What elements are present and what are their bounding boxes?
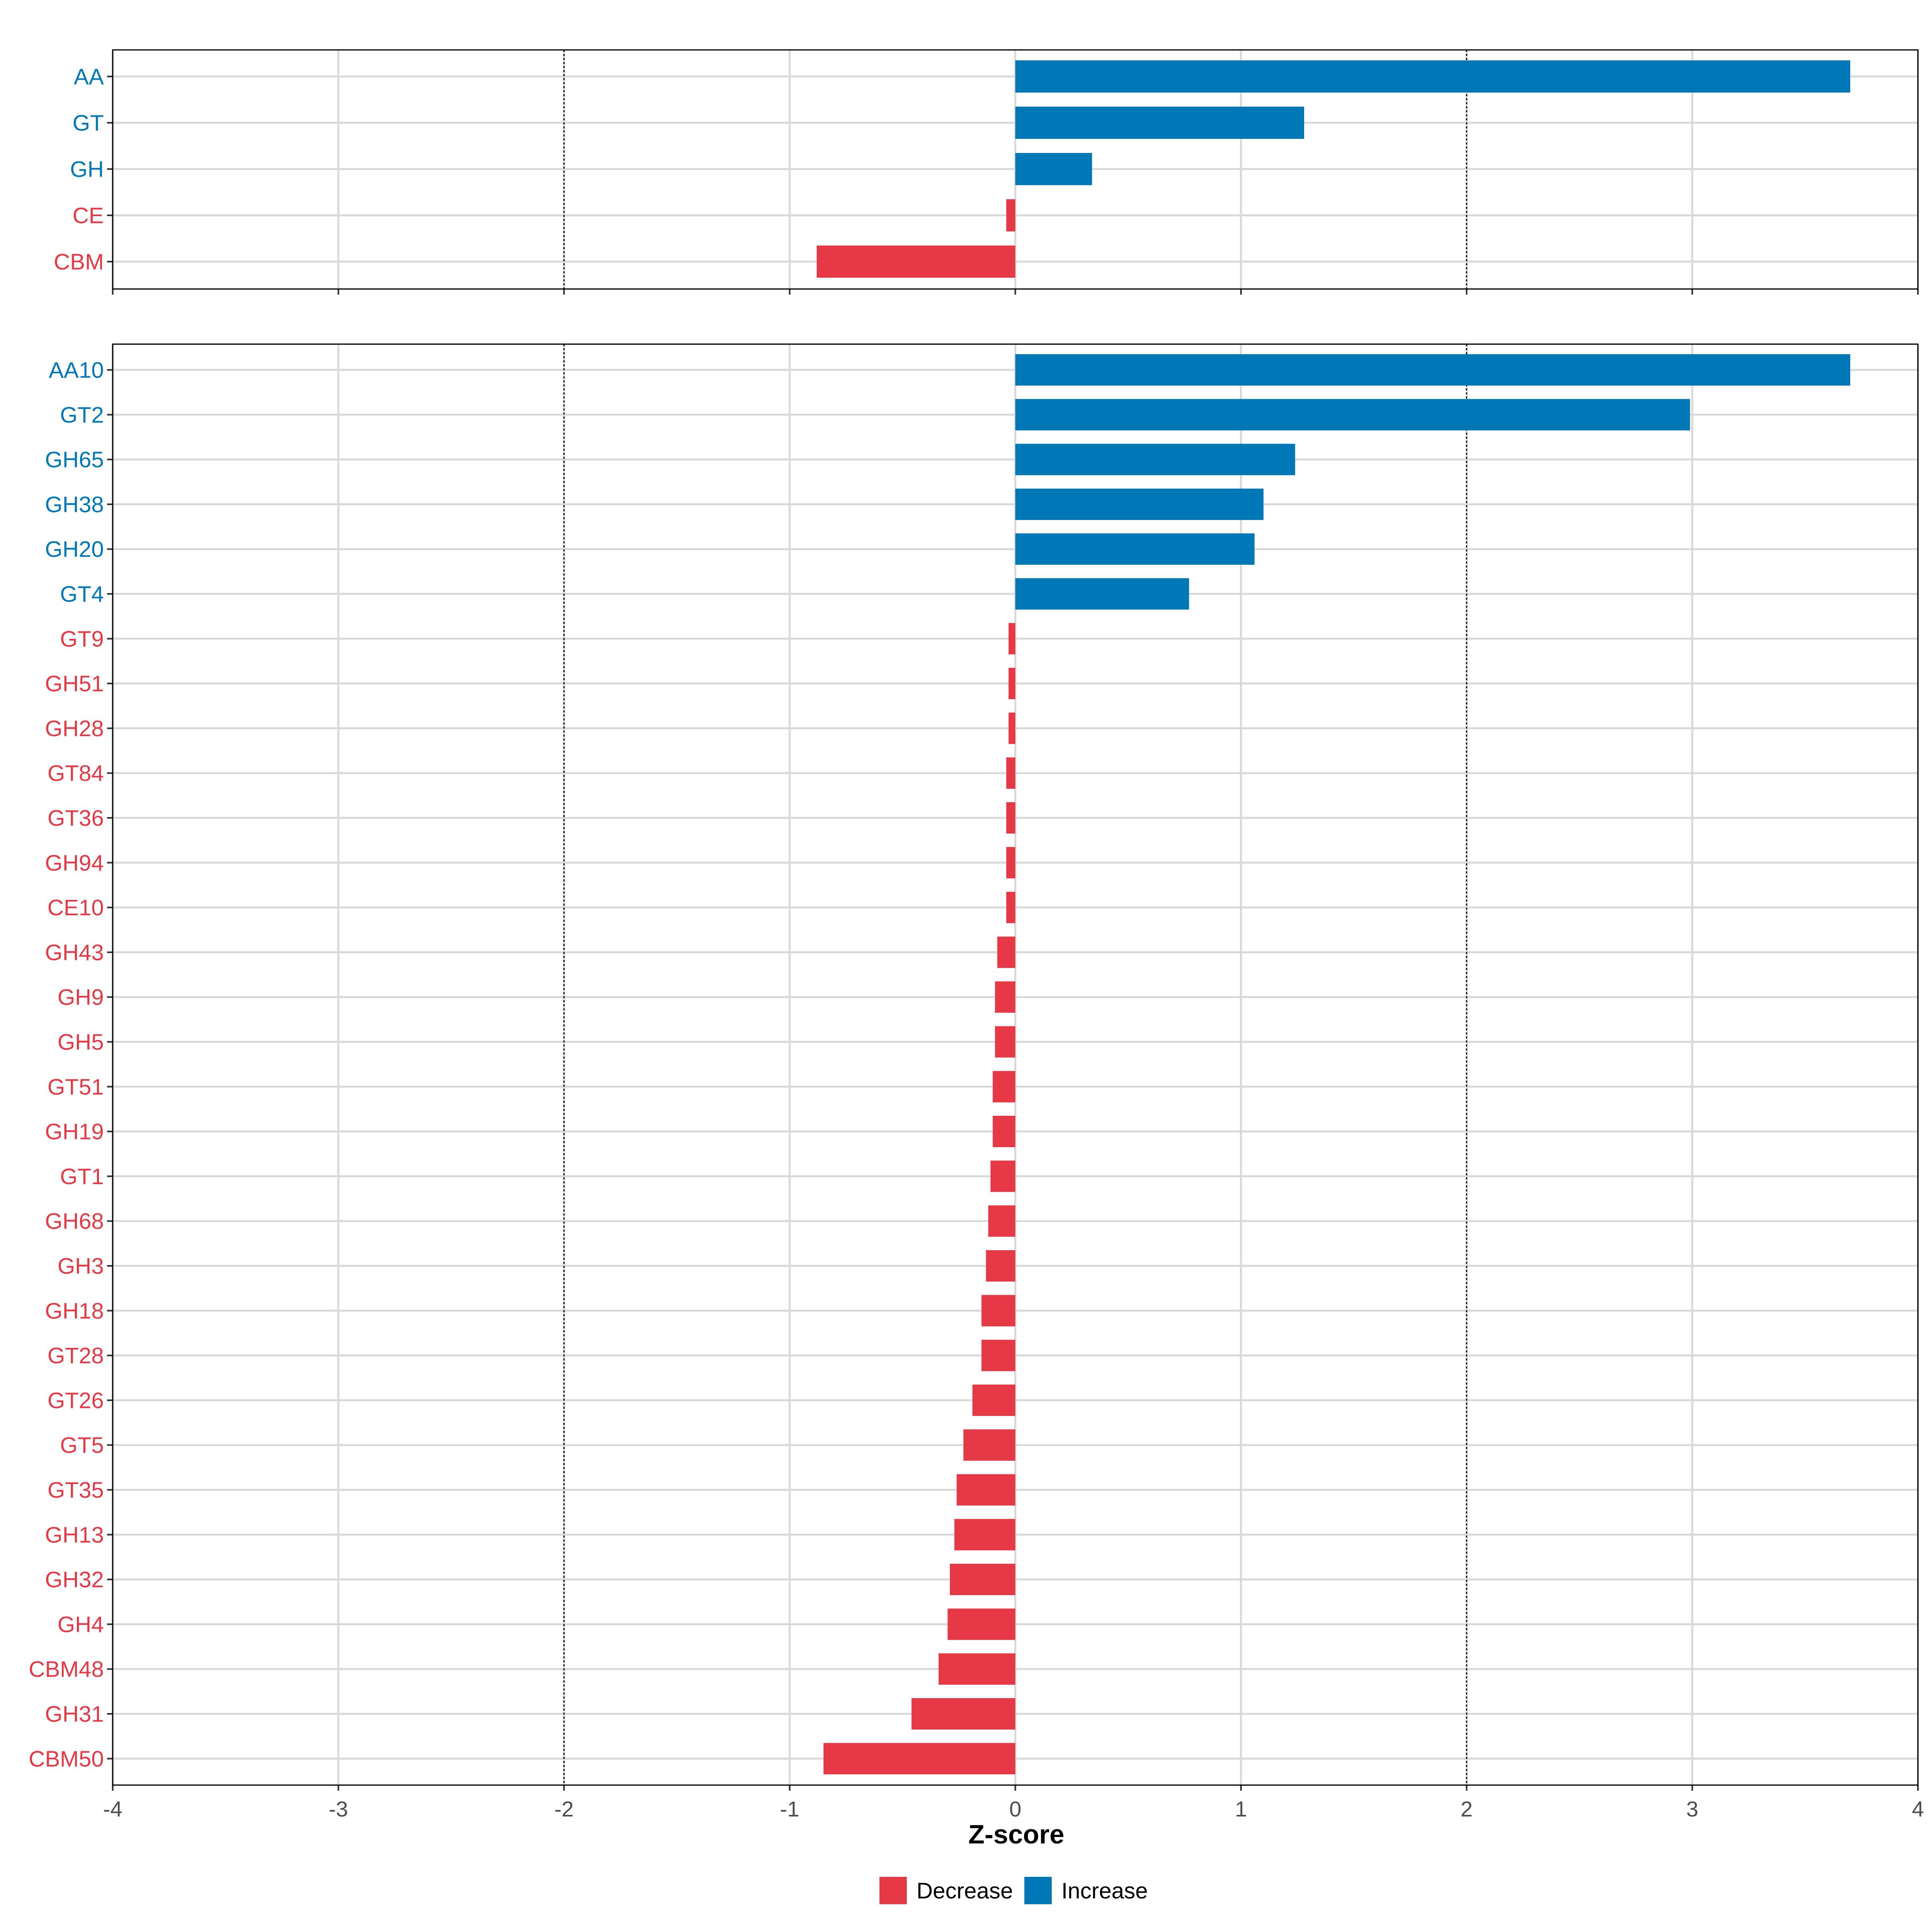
x-tick-label: -4 bbox=[103, 1797, 122, 1821]
y-tick-label: GH32 bbox=[45, 1567, 104, 1592]
panel-border bbox=[112, 49, 1919, 290]
bar-GH94 bbox=[1006, 847, 1016, 879]
bar-GH18 bbox=[981, 1295, 1016, 1327]
x-tick-label: 4 bbox=[1912, 1797, 1924, 1821]
bar-GT9 bbox=[1008, 623, 1016, 654]
y-tick-label: GT5 bbox=[60, 1432, 104, 1458]
y-tick-label: GH9 bbox=[58, 985, 104, 1010]
y-tick-label: GT9 bbox=[60, 626, 104, 651]
y-tick-label: GT2 bbox=[60, 402, 104, 427]
y-tick-label: GH43 bbox=[45, 939, 104, 965]
legend-swatch-decrease bbox=[879, 1877, 907, 1904]
legend-label-increase: Increase bbox=[1061, 1878, 1148, 1903]
y-tick-label: CE bbox=[72, 203, 104, 228]
y-tick-label: GT bbox=[72, 110, 104, 136]
bar-GT84 bbox=[1006, 757, 1016, 789]
y-tick-label: GH28 bbox=[45, 716, 104, 741]
y-tick-label: GH94 bbox=[45, 850, 104, 875]
y-tick-label: GH31 bbox=[45, 1701, 104, 1727]
y-tick-label: GT84 bbox=[47, 760, 104, 786]
bar-AA bbox=[1015, 60, 1850, 93]
y-tick-label: GH5 bbox=[58, 1029, 104, 1055]
bar-GH13 bbox=[954, 1519, 1016, 1550]
y-tick-label: CBM48 bbox=[29, 1656, 104, 1682]
x-tick-label: 1 bbox=[1235, 1797, 1247, 1821]
top-panel: AA GT GH CE CBM bbox=[54, 49, 1919, 295]
y-tick-label: GH65 bbox=[45, 447, 104, 472]
y-tick-label: GT4 bbox=[60, 581, 104, 607]
panel-border bbox=[112, 343, 1919, 1786]
bar-CE10 bbox=[1006, 892, 1016, 923]
bar-GH32 bbox=[949, 1564, 1016, 1596]
bar-AA10 bbox=[1015, 354, 1850, 386]
x-tick-label: 2 bbox=[1461, 1797, 1473, 1821]
y-tick-label: CBM bbox=[54, 249, 104, 275]
y-tick-label: AA bbox=[74, 64, 104, 89]
y-tick-label: CBM50 bbox=[29, 1746, 104, 1771]
bar-GT5 bbox=[963, 1429, 1016, 1461]
y-tick-label: GH38 bbox=[45, 491, 104, 517]
y-tick-label: GH20 bbox=[45, 537, 104, 562]
bar-GH51 bbox=[1008, 668, 1016, 700]
y-tick-label: GH3 bbox=[58, 1253, 104, 1279]
bar-GT bbox=[1015, 107, 1305, 139]
y-tick-label: GH13 bbox=[45, 1522, 104, 1547]
bar-GH31 bbox=[911, 1698, 1016, 1730]
bar-GH4 bbox=[947, 1608, 1016, 1640]
bar-GH5 bbox=[995, 1026, 1016, 1058]
x-tick-label: -2 bbox=[554, 1797, 574, 1821]
legend: Decrease Increase bbox=[879, 1877, 1148, 1904]
y-tick-label: AA10 bbox=[49, 357, 104, 383]
x-tick-label: -3 bbox=[329, 1797, 348, 1821]
bar-GT28 bbox=[981, 1340, 1016, 1371]
x-tick-label: -1 bbox=[780, 1797, 799, 1821]
bar-GT35 bbox=[956, 1474, 1016, 1506]
x-tick-label: 0 bbox=[1009, 1797, 1021, 1821]
bar-GH20 bbox=[1015, 533, 1255, 565]
bottom-panel: AA10GT2GH65GH38GH20GT4GT9GH51GH28GT84GT3… bbox=[29, 343, 1924, 1821]
bar-GH28 bbox=[1008, 712, 1016, 744]
y-tick-label: GT26 bbox=[47, 1387, 104, 1413]
y-tick-label: GH bbox=[70, 157, 104, 182]
bar-GH38 bbox=[1015, 488, 1264, 520]
y-tick-label: GH68 bbox=[45, 1208, 104, 1234]
y-tick-label: GT1 bbox=[60, 1164, 104, 1189]
bar-GT26 bbox=[972, 1384, 1016, 1416]
bar-GH43 bbox=[997, 936, 1016, 968]
bar-CE bbox=[1006, 199, 1016, 231]
bar-GH65 bbox=[1015, 444, 1295, 475]
x-axis-title: Z-score bbox=[968, 1819, 1064, 1849]
y-tick-label: GT51 bbox=[47, 1074, 104, 1099]
y-tick-label: GH19 bbox=[45, 1119, 104, 1144]
y-tick-label: GH4 bbox=[58, 1612, 104, 1637]
bar-GH3 bbox=[986, 1250, 1016, 1282]
bar-CBM bbox=[817, 246, 1016, 278]
legend-swatch-increase bbox=[1024, 1877, 1052, 1904]
x-tick-label: 3 bbox=[1686, 1797, 1698, 1821]
y-tick-label: GT35 bbox=[47, 1477, 104, 1503]
bar-CBM50 bbox=[823, 1743, 1016, 1775]
y-tick-label: GH51 bbox=[45, 671, 104, 696]
bar-GH68 bbox=[988, 1205, 1016, 1237]
bar-GT36 bbox=[1006, 802, 1016, 834]
y-tick-label: GH18 bbox=[45, 1298, 104, 1323]
bar-GT4 bbox=[1015, 578, 1189, 610]
bar-GT51 bbox=[993, 1071, 1016, 1102]
y-tick-label: GT28 bbox=[47, 1343, 104, 1368]
bar-GT1 bbox=[990, 1160, 1016, 1192]
y-tick-label: CE10 bbox=[47, 895, 104, 920]
bar-CBM48 bbox=[938, 1653, 1016, 1685]
bar-GT2 bbox=[1015, 399, 1690, 431]
y-tick-label: GT36 bbox=[47, 805, 104, 831]
legend-label-decrease: Decrease bbox=[916, 1878, 1013, 1903]
bar-GH bbox=[1015, 153, 1092, 185]
bar-GH19 bbox=[993, 1116, 1016, 1148]
bar-GH9 bbox=[995, 981, 1016, 1013]
